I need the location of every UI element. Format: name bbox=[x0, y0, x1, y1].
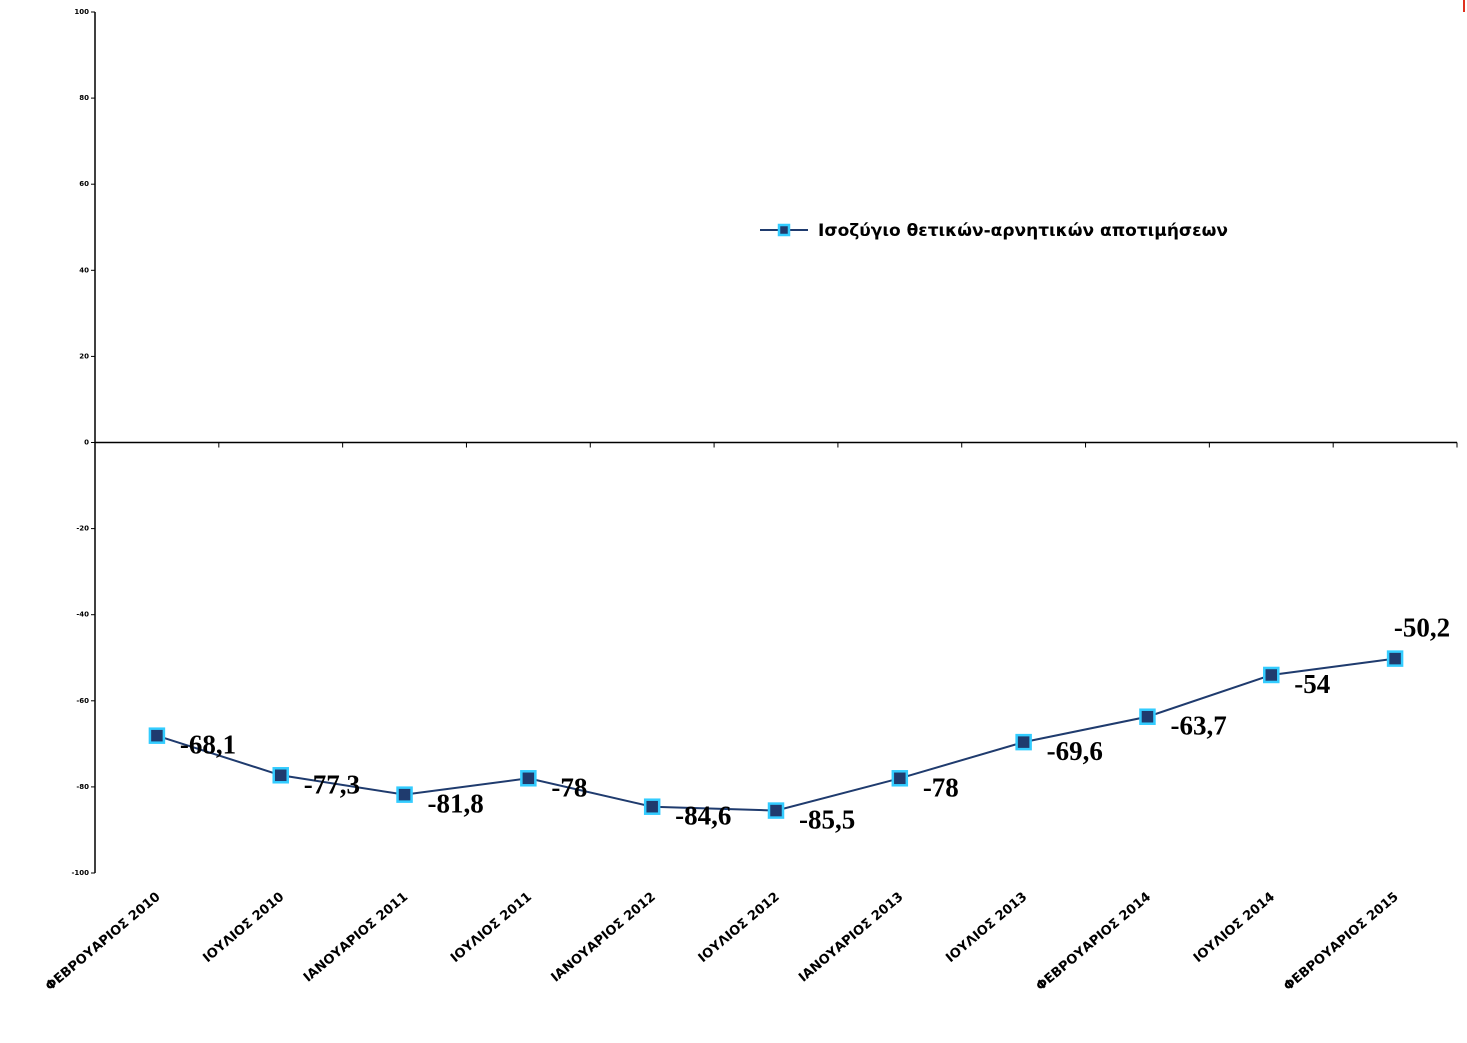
data-label: -78 bbox=[551, 772, 587, 802]
data-point bbox=[1386, 650, 1404, 667]
legend-label: Ισοζύγιο θετικών-αρνητικών αποτιμήσεων bbox=[818, 221, 1228, 241]
data-point bbox=[148, 727, 166, 744]
data-point bbox=[1263, 666, 1280, 684]
axes bbox=[91, 11, 1458, 874]
y-tick-label: 0 bbox=[84, 439, 89, 447]
y-tick-label: 60 bbox=[79, 180, 89, 188]
x-tick-label: ΦΕΒΡΟΥΑΡΙΟΣ 2010 bbox=[43, 890, 164, 995]
data-point bbox=[891, 770, 909, 787]
data-label: -68,1 bbox=[180, 730, 236, 760]
y-tick-label: -100 bbox=[71, 869, 89, 877]
y-tick-label: 80 bbox=[79, 94, 89, 102]
x-tick-label: ΦΕΒΡΟΥΑΡΙΟΣ 2014 bbox=[1033, 890, 1154, 995]
legend: Ισοζύγιο θετικών-αρνητικών αποτιμήσεων bbox=[760, 221, 1228, 241]
data-label: -69,6 bbox=[1047, 736, 1103, 766]
data-point bbox=[643, 798, 661, 815]
y-tick-label: 40 bbox=[79, 266, 89, 274]
data-point bbox=[1015, 733, 1032, 751]
data-label: -85,5 bbox=[799, 805, 855, 835]
x-tick-label: ΙΑΝΟΥΑΡΙΟΣ 2012 bbox=[549, 890, 659, 986]
x-tick-label: ΙΟΥΛΙΟΣ 2014 bbox=[1191, 890, 1278, 966]
series bbox=[148, 650, 1404, 819]
data-point bbox=[272, 767, 289, 784]
data-point bbox=[520, 770, 537, 787]
y-tick-label: 100 bbox=[74, 8, 89, 16]
x-tick-label: ΙΑΝΟΥΑΡΙΟΣ 2011 bbox=[301, 890, 411, 986]
data-point bbox=[1139, 708, 1156, 725]
data-label: -84,6 bbox=[675, 801, 731, 831]
data-label: -77,3 bbox=[304, 769, 360, 799]
data-label: -81,8 bbox=[428, 789, 484, 819]
x-tick-label: ΙΟΥΛΙΟΣ 2011 bbox=[448, 890, 535, 966]
x-tick-label: ΙΟΥΛΙΟΣ 2013 bbox=[943, 890, 1030, 966]
y-tick-label: -40 bbox=[76, 611, 89, 619]
x-tick-label: ΙΟΥΛΙΟΣ 2010 bbox=[200, 890, 287, 966]
data-label: -50,2 bbox=[1394, 613, 1450, 643]
x-tick-labels: ΦΕΒΡΟΥΑΡΙΟΣ 2010 ΙΟΥΛΙΟΣ 2010 ΙΑΝΟΥΑΡΙΟΣ 2… bbox=[43, 890, 1402, 995]
y-tick-label: -20 bbox=[76, 525, 89, 533]
data-label: -54 bbox=[1294, 669, 1330, 699]
data-point bbox=[396, 786, 413, 803]
data-label: -78 bbox=[923, 772, 959, 802]
x-tick-label: ΦΕΒΡΟΥΑΡΙΟΣ 2015 bbox=[1281, 890, 1402, 995]
data-point bbox=[767, 802, 785, 819]
y-tick-label: -80 bbox=[76, 783, 89, 791]
y-tick-label: 20 bbox=[79, 352, 89, 360]
y-tick-label: -60 bbox=[76, 697, 89, 705]
corner-mark bbox=[1463, 0, 1465, 12]
x-tick-label: ΙΟΥΛΙΟΣ 2012 bbox=[696, 890, 783, 966]
y-tick-labels: 100 80 60 40 20 0 -20 -40 -60 -80 -100 bbox=[71, 8, 89, 877]
data-labels: -68,1 -77,3 -81,8 -78 -84,6 -85,5 -78 -69,6 -63,… bbox=[180, 613, 1450, 835]
data-label: -63,7 bbox=[1170, 711, 1226, 741]
legend-marker bbox=[777, 223, 791, 237]
x-tick-label: ΙΑΝΟΥΑΡΙΟΣ 2013 bbox=[796, 890, 906, 986]
